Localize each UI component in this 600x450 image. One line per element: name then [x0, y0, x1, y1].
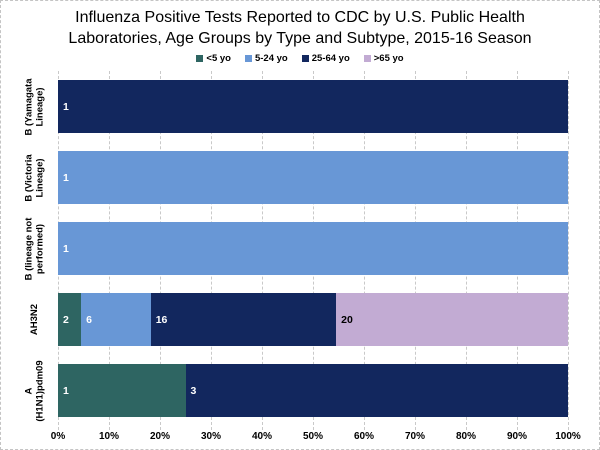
bar-segment-value-label: 1 — [63, 242, 69, 255]
y-axis-category-label: B (lineage not performed) — [11, 213, 58, 284]
bar-segment: 1 — [58, 222, 568, 275]
x-axis-tick-label: 90% — [506, 431, 528, 442]
x-axis-tick-label: 70% — [404, 431, 426, 442]
legend-item: 5-24 yo — [244, 53, 288, 64]
legend-label: <5 yo — [206, 53, 231, 64]
stacked-bar: 1 — [58, 222, 568, 275]
bar-segment: 16 — [150, 293, 337, 346]
stacked-bar: 1 — [58, 80, 568, 133]
bar-segment: 20 — [336, 293, 568, 346]
bar-segment-value-label: 1 — [63, 171, 69, 184]
legend-marker-icon — [244, 55, 252, 62]
bar-segment: 3 — [185, 364, 568, 417]
stacked-bar: 1 — [58, 151, 568, 204]
x-axis-tick-label: 100% — [555, 431, 581, 442]
y-axis-category-label-text: AH3N2 — [29, 303, 40, 336]
legend-label: >65 yo — [373, 53, 404, 64]
bar-segment-value-label: 2 — [63, 313, 69, 326]
legend-item: 25-64 yo — [301, 53, 350, 64]
legend: <5 yo 5-24 yo 25-64 yo >65 yo — [1, 53, 599, 64]
bar-row: A (H1N1)pdm09 1 3 — [24, 355, 568, 426]
bar-segment-value-label: 3 — [190, 384, 197, 397]
chart-title-line2: Laboratories, Age Groups by Type and Sub… — [68, 30, 532, 47]
x-axis-tick-label: 50% — [302, 431, 324, 442]
y-axis-category-label-text: B (Victoria Lineage) — [23, 153, 46, 202]
x-axis-tick-label: 60% — [353, 431, 375, 442]
bar-segment-value-label: 20 — [341, 313, 353, 326]
bar-segment-value-label: 6 — [86, 313, 93, 326]
chart-title-line1: Influenza Positive Tests Reported to CDC… — [75, 9, 525, 26]
y-axis-category-label: B (Victoria Lineage) — [11, 142, 58, 213]
x-axis-tick-label: 80% — [455, 431, 477, 442]
x-axis-tick-label: 20% — [149, 431, 171, 442]
bar-segment-value-label: 1 — [63, 100, 69, 113]
bar-row: B (Yamagata Lineage) 1 — [24, 71, 568, 142]
y-axis-category-label-text: B (lineage not performed) — [23, 217, 46, 280]
bar-segment: 2 — [58, 293, 82, 346]
chart-title: Influenza Positive Tests Reported to CDC… — [1, 7, 599, 49]
y-axis-category-label-text: A (H1N1)pdm09 — [23, 359, 46, 422]
bar-segment: 6 — [81, 293, 151, 346]
y-axis-category-label: B (Yamagata Lineage) — [11, 71, 58, 142]
bar-segment: 1 — [58, 80, 568, 133]
gridline — [568, 71, 569, 430]
legend-marker-icon — [363, 55, 371, 62]
legend-item: >65 yo — [363, 53, 404, 64]
x-axis-tick-label: 0% — [50, 431, 66, 442]
legend-label: 5-24 yo — [254, 53, 288, 64]
y-axis-category-label-text: B (Yamagata Lineage) — [23, 77, 46, 136]
bar-row: B (Victoria Lineage) 1 — [24, 142, 568, 213]
legend-label: 25-64 yo — [311, 53, 350, 64]
legend-item: <5 yo — [196, 53, 231, 64]
plot-area: 0% 10% 20% 30% 40% 50% 60% 70% 80% 90% 100% B (Yama… — [24, 71, 581, 442]
bar-segment-value-label: 1 — [63, 384, 69, 397]
stacked-bar: 2 6 16 20 — [58, 293, 568, 346]
legend-marker-icon — [301, 55, 309, 62]
x-axis-tick-label: 10% — [98, 431, 120, 442]
x-axis-tick-label: 30% — [200, 431, 222, 442]
bar-segment-value-label: 16 — [155, 313, 168, 326]
bar-segment: 1 — [58, 151, 568, 204]
y-axis-category-label: AH3N2 — [11, 284, 58, 355]
legend-marker-icon — [196, 55, 204, 62]
bar-segment: 1 — [58, 364, 186, 417]
bar-row: B (lineage not performed) 1 — [24, 213, 568, 284]
bar-row: AH3N2 2 6 16 20 — [29, 284, 568, 355]
x-axis-tick-label: 40% — [251, 431, 273, 442]
y-axis-category-label: A (H1N1)pdm09 — [11, 355, 58, 426]
